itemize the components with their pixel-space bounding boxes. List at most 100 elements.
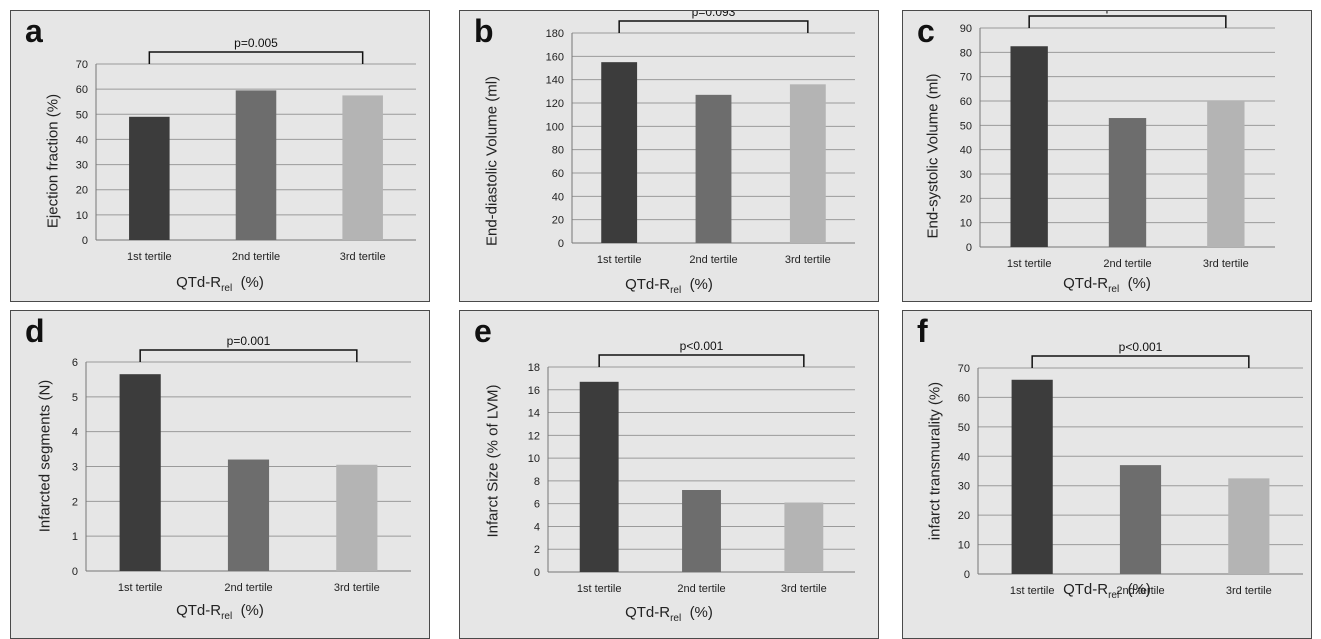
y-tick-label: 2	[72, 496, 78, 508]
y-tick-label: 180	[546, 28, 564, 40]
y-tick-label: 8	[534, 476, 540, 488]
p-value-label: p=0.009	[1106, 11, 1150, 14]
y-tick-label: 100	[546, 121, 564, 133]
chart-panel-f: 0 10 20 30 40 50 60 70 1st tertile 2nd tertile 3rd…	[902, 310, 1312, 639]
x-axis-title-d: QTd-Rrel (%)	[176, 602, 264, 622]
y-tick-label: 20	[958, 510, 970, 522]
panel-letter-f: f	[917, 313, 928, 349]
x-axis-title-f: QTd-Rrel (%)	[1063, 581, 1151, 601]
p-value-label: p=0.093	[692, 11, 736, 19]
y-tick-label: 80	[960, 47, 972, 59]
y-tick-label: 60	[960, 96, 972, 108]
x-tick-label: 2nd tertile	[1116, 585, 1164, 597]
significance-bracket	[1028, 15, 1227, 28]
y-tick-label: 0	[966, 242, 972, 254]
chart-panel-e: 0 2 4 6 8 10 12 14 16 18 1st tertile 2nd tertile 3rd…	[459, 310, 879, 639]
y-tick-label: 18	[528, 362, 540, 374]
x-tick-label: 1st tertile	[597, 254, 642, 266]
x-tick-label: 3rd tertile	[1226, 585, 1272, 597]
y-tick-label: 3	[72, 462, 78, 474]
chart-svg-d: 0 1 2 3 4 5 6 1st tertile 2nd tertile 3rd tertile…	[72, 334, 411, 594]
x-tick-label: 1st tertile	[1007, 258, 1052, 270]
bar	[682, 490, 721, 572]
y-tick-label: 40	[76, 134, 88, 146]
significance-bracket	[148, 51, 364, 64]
y-tick-label: 10	[960, 218, 972, 230]
y-tick-label: 4	[534, 521, 540, 533]
x-tick-label: 2nd tertile	[1103, 258, 1151, 270]
y-tick-label: 160	[546, 51, 564, 63]
y-axis-title-b: End-diastolic Volume (ml)	[483, 75, 501, 247]
bar	[1228, 478, 1270, 574]
x-tick-label: 2nd tertile	[224, 582, 272, 594]
bar	[579, 381, 619, 572]
chart-svg-c: 0 10 20 30 40 50 60 70 80 90 1st tertile 2nd tertil…	[960, 11, 1275, 270]
y-tick-label: 60	[552, 168, 564, 180]
y-tick-label: 10	[528, 453, 540, 465]
x-tick-label: 2nd tertile	[677, 583, 725, 595]
bar	[336, 464, 378, 571]
y-tick-label: 0	[72, 566, 78, 578]
x-axis-title-b: QTd-Rrel (%)	[625, 276, 713, 296]
bar	[235, 90, 277, 241]
y-tick-label: 0	[82, 235, 88, 247]
x-axis-title-e: QTd-Rrel (%)	[625, 604, 713, 624]
chart-svg-f: 0 10 20 30 40 50 60 70 1st tertile 2nd tertile 3rd…	[958, 340, 1303, 597]
x-tick-label: 1st tertile	[118, 582, 163, 594]
y-tick-label: 120	[546, 98, 564, 110]
chart-panel-b: 0 20 40 60 80 100 120 140 160 180 1st tertile 2nd t…	[459, 10, 879, 302]
bar	[789, 84, 826, 243]
x-tick-label: 3rd tertile	[334, 582, 380, 594]
panel-letter-c: c	[917, 13, 935, 49]
y-axis-title-f: infarct transmurality (%)	[926, 381, 944, 541]
bar	[601, 62, 638, 243]
panel-letter-e: e	[474, 313, 492, 349]
bar	[342, 95, 383, 240]
bar	[1011, 379, 1053, 574]
y-tick-label: 4	[72, 427, 78, 439]
significance-bracket	[139, 349, 358, 362]
chart-panel-d: 0 1 2 3 4 5 6 1st tertile 2nd tertile 3rd tertile…	[10, 310, 430, 639]
x-tick-label: 3rd tertile	[340, 251, 386, 263]
x-tick-label: 2nd tertile	[689, 254, 737, 266]
y-axis-title-e: Infarct Size (% of LVM)	[484, 384, 502, 538]
bar	[227, 459, 270, 571]
p-value-label: p<0.001	[680, 339, 724, 353]
bar	[1108, 118, 1147, 248]
chart-panel-c: 0 10 20 30 40 50 60 70 80 90 1st tertile 2nd tertil…	[902, 10, 1312, 302]
p-value-label: p<0.001	[1119, 340, 1163, 354]
y-tick-label: 30	[958, 481, 970, 493]
panel-letter-a: a	[25, 13, 43, 49]
y-tick-label: 0	[534, 567, 540, 579]
chart-svg-e: 0 2 4 6 8 10 12 14 16 18 1st tertile 2nd tertile 3rd…	[528, 339, 855, 595]
y-tick-label: 40	[960, 145, 972, 157]
chart-panel-a: 0 10 20 30 40 50 60 70 1st tertile 2nd tertile 3rd…	[10, 10, 430, 302]
y-tick-label: 5	[72, 392, 78, 404]
y-tick-label: 12	[528, 430, 540, 442]
x-tick-label: 3rd tertile	[781, 583, 827, 595]
y-tick-label: 2	[534, 544, 540, 556]
significance-bracket	[1031, 355, 1250, 368]
y-axis-title-c: End-systolic Volume (ml)	[924, 73, 942, 239]
y-tick-label: 20	[76, 185, 88, 197]
y-tick-label: 70	[960, 72, 972, 84]
p-value-label: p=0.001	[227, 334, 271, 348]
y-tick-label: 80	[552, 145, 564, 157]
y-tick-label: 50	[960, 120, 972, 132]
panel-letter-d: d	[25, 313, 45, 349]
chart-svg-b: 0 20 40 60 80 100 120 140 160 180 1st tertile 2nd t…	[546, 11, 855, 266]
bar	[1207, 101, 1245, 247]
y-tick-label: 140	[546, 75, 564, 87]
panel-letter-b: b	[474, 13, 494, 49]
x-tick-label: 3rd tertile	[785, 254, 831, 266]
significance-bracket	[598, 354, 805, 367]
x-tick-label: 3rd tertile	[1203, 258, 1249, 270]
p-value-label: p=0.005	[234, 36, 278, 50]
y-tick-label: 6	[72, 357, 78, 369]
x-axis-title-c: QTd-Rrel (%)	[1063, 275, 1151, 295]
y-tick-label: 10	[958, 540, 970, 552]
y-tick-label: 20	[960, 193, 972, 205]
x-tick-label: 1st tertile	[577, 583, 622, 595]
y-tick-label: 16	[528, 385, 540, 397]
x-tick-label: 1st tertile	[1010, 585, 1055, 597]
